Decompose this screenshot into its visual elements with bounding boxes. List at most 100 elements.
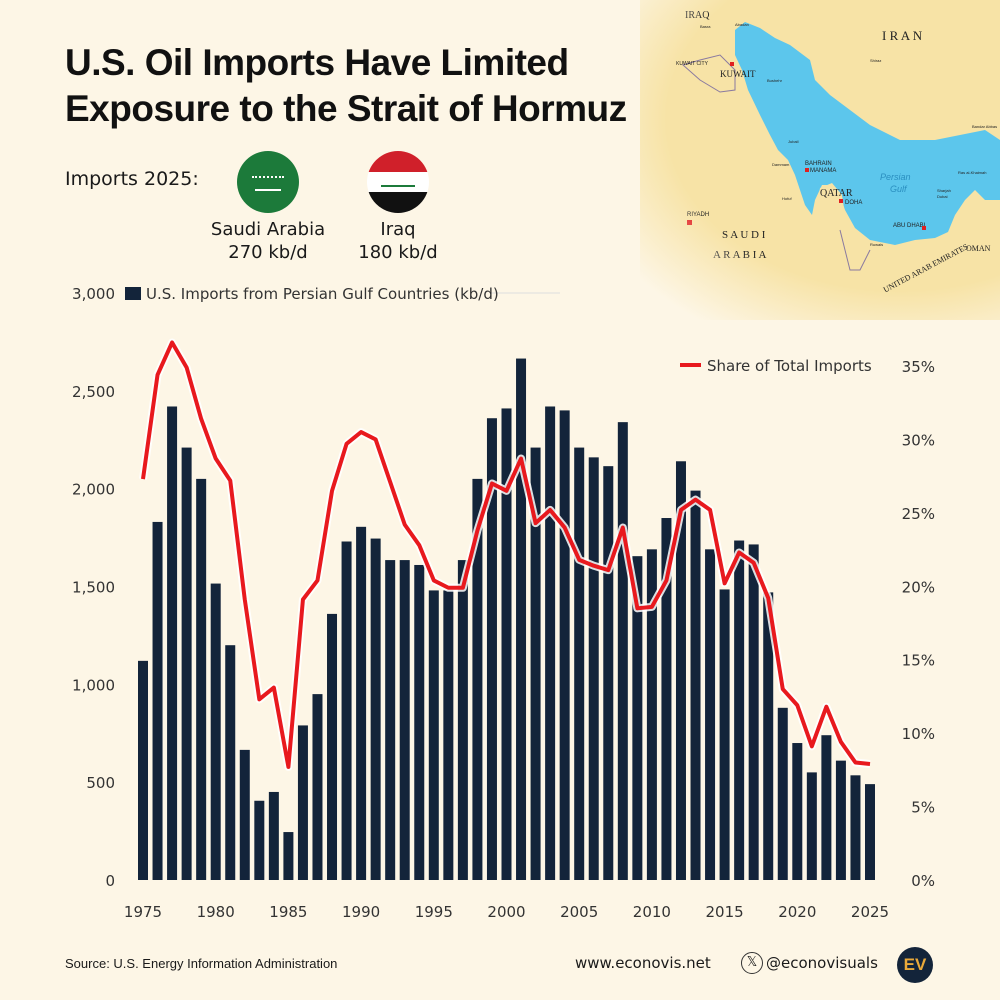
imports-label: Imports 2025: [65,168,199,190]
bar-2025 [865,784,875,880]
x-tick-label: 1995 [415,903,453,921]
bar-2010 [646,549,657,880]
country-name: Iraq [380,219,416,240]
country-iraq: Iraq 180 kb/d [328,218,468,264]
bar-1983 [254,800,265,880]
bar-1978 [181,447,192,880]
legend-bar-label: U.S. Imports from Persian Gulf Countries… [146,285,499,303]
x-tick-label: 1980 [197,903,235,921]
bar-2006 [588,457,599,880]
y-right-tick-label: 10% [902,725,935,743]
x-tick-label: 2000 [487,903,525,921]
legend-line-label: Share of Total Imports [707,357,872,375]
bar-1984 [268,791,279,880]
social-handle[interactable]: @econovisuals [766,954,878,972]
bar-2004 [559,410,570,880]
x-tick-label: 2025 [851,903,889,921]
bar-series [138,358,875,880]
bar-2013 [690,490,701,880]
bar-1992 [385,560,396,880]
bar-2017 [748,544,759,880]
y-left-tick-label: 2,000 [72,481,115,499]
bar-1994 [414,564,425,880]
bar-2001 [516,358,527,880]
y-right-tick-label: 30% [902,431,935,449]
country-name: Saudi Arabia [210,219,326,240]
bar-1988 [327,613,338,880]
x-tick-label: 1990 [342,903,380,921]
saudi-arabia-flag-icon [237,151,299,213]
bar-2005 [574,447,585,880]
bar-2000 [501,408,512,880]
bar-1975 [138,660,148,880]
country-value: 180 kb/d [358,242,438,263]
y-right-tick-label: 25% [902,505,935,523]
bar-1999 [486,418,497,880]
bar-2007 [603,466,614,880]
legend-bar-swatch [125,287,141,300]
bar-1998 [472,478,483,880]
bar-2014 [705,549,716,880]
bar-1995 [428,590,439,880]
iraq-flag-icon [367,151,429,213]
bar-1980 [210,583,221,880]
bar-2002 [530,447,541,880]
website-link[interactable]: www.econovis.net [575,954,711,972]
y-left-tick-label: 1,500 [72,579,115,597]
y-left-tick-label: 3,000 [72,285,115,303]
x-logo-icon: 𝕏 [741,952,763,974]
bar-2018 [763,592,774,880]
bar-2016 [734,540,745,880]
bar-1993 [399,560,410,880]
source-note: Source: U.S. Energy Information Administ… [65,956,338,971]
y-right-tick-label: 0% [911,872,935,890]
y-right-tick-label: 20% [902,578,935,596]
x-tick-label: 2010 [633,903,671,921]
bar-2003 [545,406,556,880]
page-title: U.S. Oil Imports Have Limited Exposure t… [65,40,627,132]
bar-2011 [661,518,672,880]
bar-2015 [719,589,730,880]
y-right-tick-label: 35% [902,358,935,376]
bar-1991 [370,538,381,880]
x-tick-label: 2005 [560,903,598,921]
bar-1979 [196,478,207,880]
country-saudi-arabia: Saudi Arabia 270 kb/d [198,218,338,264]
bar-1996 [443,590,454,880]
econovis-logo: EV [897,947,933,983]
bar-2012 [675,461,686,880]
bar-2020 [792,743,803,880]
y-right-tick-label: 5% [911,799,935,817]
y-left-tick-label: 500 [86,774,115,792]
y-left-tick-label: 2,500 [72,383,115,401]
y-right-tick-label: 15% [902,652,935,670]
bar-1981 [225,645,236,880]
bar-1977 [167,406,178,880]
bar-1985 [283,832,294,880]
y-left-tick-label: 1,000 [72,676,115,694]
bar-2024 [850,775,861,880]
bar-2021 [806,772,817,880]
title-line-1: U.S. Oil Imports Have Limited [65,42,569,83]
bar-2019 [777,707,788,880]
bar-1982 [239,749,250,880]
bar-1976 [152,521,163,880]
country-value: 270 kb/d [228,242,308,263]
title-line-2: Exposure to the Strait of Hormuz [65,88,627,129]
x-tick-label: 1975 [124,903,162,921]
x-tick-label: 2015 [706,903,744,921]
y-left-tick-label: 0 [105,872,115,890]
bar-1989 [341,541,352,880]
line-series [139,338,871,771]
x-tick-label: 1985 [269,903,307,921]
bar-1997 [457,560,468,880]
bar-2008 [617,422,628,880]
bar-2022 [821,735,832,880]
bar-1986 [297,725,308,880]
x-tick-label: 2020 [778,903,816,921]
bar-2009 [632,556,643,880]
bar-2023 [835,760,846,880]
axes: 0 500 1,000 1,500 2,000 2,500 3,000 0% 5% 10% 15% 2… [72,285,935,921]
bar-1990 [356,526,367,880]
